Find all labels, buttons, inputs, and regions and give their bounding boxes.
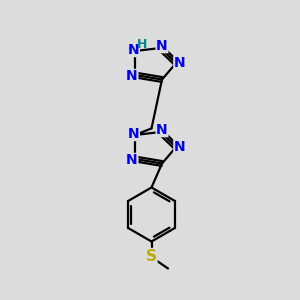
Text: S: S — [146, 249, 156, 264]
Text: H: H — [136, 38, 147, 51]
Text: N: N — [174, 56, 185, 70]
Text: N: N — [126, 154, 138, 167]
Text: N: N — [128, 43, 139, 56]
Text: N: N — [174, 140, 185, 154]
Text: N: N — [126, 70, 138, 83]
Text: N: N — [156, 123, 168, 136]
Text: N: N — [156, 39, 168, 52]
Text: N: N — [128, 127, 139, 140]
